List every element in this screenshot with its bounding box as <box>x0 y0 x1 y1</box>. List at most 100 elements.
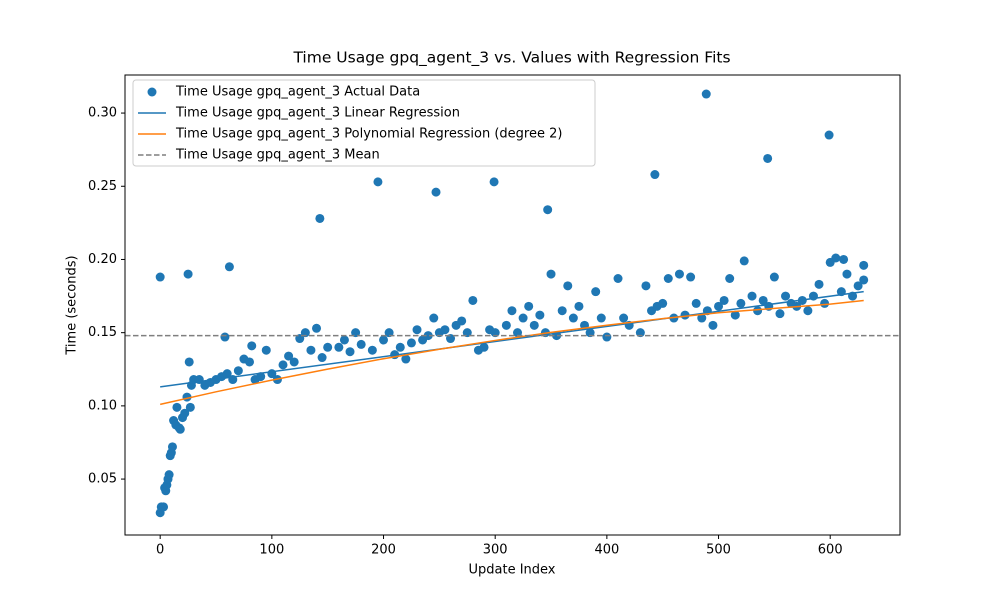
data-point <box>489 177 499 187</box>
data-point <box>167 442 177 452</box>
x-tick-label: 300 <box>483 543 508 558</box>
y-tick-label: 0.30 <box>88 106 117 121</box>
data-point <box>568 313 578 323</box>
y-axis-label: Time (seconds) <box>65 255 80 355</box>
data-point <box>820 298 830 308</box>
data-point <box>824 130 834 140</box>
data-point <box>839 254 849 264</box>
data-point <box>535 310 545 320</box>
x-tick-label: 100 <box>259 543 284 558</box>
data-point <box>557 306 567 316</box>
data-point <box>543 205 553 215</box>
data-point <box>429 313 439 323</box>
data-point <box>345 347 355 357</box>
data-point <box>619 313 629 323</box>
x-tick-label: 400 <box>594 543 619 558</box>
data-point <box>334 342 344 352</box>
data-point <box>507 306 517 316</box>
data-point <box>431 187 441 197</box>
data-point <box>183 269 193 279</box>
y-tick-label: 0.20 <box>88 252 117 267</box>
data-point <box>184 357 194 367</box>
data-point <box>222 369 232 379</box>
data-point <box>574 301 584 311</box>
data-point <box>224 262 234 272</box>
data-point <box>658 298 668 308</box>
data-point <box>529 320 539 330</box>
x-tick-label: 600 <box>818 543 843 558</box>
regression-line <box>160 299 864 406</box>
data-point <box>315 213 325 223</box>
data-point <box>247 341 257 351</box>
regression-line <box>160 290 864 388</box>
data-point <box>613 274 623 284</box>
data-point <box>697 313 707 323</box>
legend-label: Time Usage gpq_agent_3 Linear Regression <box>175 106 460 121</box>
data-point <box>739 256 749 266</box>
data-point <box>831 253 841 263</box>
data-point <box>546 269 556 279</box>
data-point <box>155 272 165 282</box>
legend-label: Time Usage gpq_agent_3 Polynomial Regres… <box>175 127 562 142</box>
legend-box <box>132 79 596 167</box>
data-point <box>172 402 182 412</box>
data-point <box>356 339 366 349</box>
data-point <box>591 287 601 297</box>
data-point <box>663 274 673 284</box>
legend-label: Time Usage gpq_agent_3 Mean <box>175 148 380 163</box>
data-point <box>859 275 869 285</box>
data-point <box>602 332 612 342</box>
data-point <box>284 351 294 361</box>
data-point <box>256 372 266 382</box>
data-point <box>753 306 763 316</box>
data-point <box>367 345 377 355</box>
data-point <box>479 342 489 352</box>
x-tick-label: 500 <box>706 543 731 558</box>
data-point <box>781 291 791 301</box>
data-point <box>312 323 322 333</box>
data-point <box>440 325 450 335</box>
data-point <box>164 470 174 480</box>
data-point <box>468 295 478 305</box>
x-axis-label: Update Index <box>468 563 555 578</box>
y-tick-label: 0.05 <box>88 472 117 487</box>
data-point <box>317 353 327 363</box>
data-point <box>501 320 511 330</box>
data-point <box>714 301 724 311</box>
data-point <box>641 281 651 291</box>
data-point <box>306 345 316 355</box>
data-point <box>719 295 729 305</box>
data-point <box>769 272 779 282</box>
data-point <box>261 345 271 355</box>
data-point <box>423 331 433 341</box>
data-point <box>747 291 757 301</box>
data-point <box>524 301 534 311</box>
data-point <box>373 177 383 187</box>
data-point <box>339 335 349 345</box>
legend-label: Time Usage gpq_agent_3 Actual Data <box>175 85 420 100</box>
data-point <box>406 338 416 348</box>
y-tick-label: 0.15 <box>88 325 117 340</box>
data-point <box>775 309 785 319</box>
data-point <box>278 360 288 370</box>
data-point <box>395 342 405 352</box>
data-point <box>185 402 195 412</box>
data-point <box>814 279 824 289</box>
data-point <box>708 320 718 330</box>
data-point <box>686 272 696 282</box>
data-point <box>159 502 169 512</box>
data-point <box>736 298 746 308</box>
data-point <box>803 306 813 316</box>
data-point <box>691 298 701 308</box>
data-point <box>379 335 389 345</box>
y-tick-label: 0.25 <box>88 179 117 194</box>
data-point <box>853 281 863 291</box>
data-point <box>758 295 768 305</box>
data-point <box>233 366 243 376</box>
data-point <box>842 269 852 279</box>
data-point <box>596 313 606 323</box>
data-point <box>457 316 467 326</box>
data-point <box>763 153 773 163</box>
plot-frame <box>124 74 901 536</box>
